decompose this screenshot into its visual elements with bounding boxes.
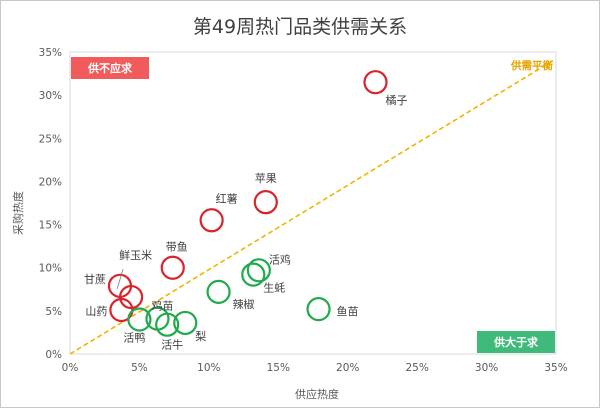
- y-tick-label: 30%: [39, 90, 62, 102]
- chart-title: 第49周热门品类供需关系: [192, 16, 408, 38]
- data-point-oversupply: [206, 279, 231, 304]
- quadrant-label: 供大于求: [493, 335, 539, 349]
- balance-line: [69, 59, 555, 355]
- data-point-oversupply: [241, 262, 266, 287]
- x-tick-label: 15%: [267, 362, 290, 374]
- x-tick-label: 0%: [62, 362, 79, 374]
- data-point-oversupply: [173, 310, 198, 336]
- x-tick-label: 20%: [336, 362, 359, 374]
- quadrant-label: 供不应求: [87, 61, 133, 75]
- y-tick-label: 5%: [45, 306, 62, 318]
- point-label: 带鱼: [166, 240, 188, 254]
- point-label: 红薯: [216, 192, 238, 205]
- point-label: 苹果: [255, 171, 277, 185]
- y-tick-label: 25%: [39, 133, 62, 145]
- point-label: 活鸭: [123, 331, 145, 344]
- x-tick-label: 30%: [475, 362, 498, 374]
- data-point-supply-short: [253, 190, 278, 215]
- x-axis-title: 供应热度: [295, 387, 339, 401]
- point-label: 山药: [85, 305, 107, 318]
- point-label: 鸡苗: [151, 299, 173, 313]
- plot-area: [69, 51, 557, 355]
- data-point-oversupply: [306, 297, 331, 322]
- point-label: 活鸡: [269, 252, 291, 266]
- point-label: 橘子: [385, 94, 407, 107]
- point-label: 辣椒: [233, 297, 255, 311]
- point-label: 梨: [195, 329, 206, 343]
- data-point-supply-short: [363, 70, 388, 95]
- x-tick-label: 10%: [197, 362, 220, 374]
- x-tick-label: 25%: [405, 362, 428, 374]
- y-tick-label: 15%: [39, 220, 62, 232]
- quadrant-label-box: [477, 331, 555, 353]
- x-tick-label: 5%: [131, 362, 148, 374]
- balance-line-label: 供需平衡: [510, 59, 553, 72]
- x-tick-label: 35%: [544, 362, 567, 374]
- data-point-oversupply: [246, 258, 271, 283]
- data-point-oversupply: [127, 307, 152, 332]
- y-tick-label: 10%: [39, 263, 62, 275]
- point-label: 甘蔗: [84, 273, 106, 286]
- data-point-oversupply: [155, 312, 180, 337]
- point-label: 生蚝: [263, 281, 285, 295]
- y-tick-label: 20%: [39, 176, 62, 188]
- data-point-supply-short: [160, 255, 185, 280]
- label-leader-line: [116, 268, 124, 290]
- data-point-supply-short: [199, 208, 224, 233]
- y-tick-label: 35%: [39, 47, 62, 59]
- point-label: 鲜玉米: [119, 248, 152, 262]
- point-label: 鱼苗: [337, 304, 359, 318]
- y-tick-label: 0%: [45, 349, 62, 361]
- quadrant-label-box: [71, 57, 149, 79]
- point-label: 活牛: [161, 338, 183, 352]
- y-axis-title: 采购热度: [11, 191, 25, 235]
- data-point-supply-short: [107, 273, 133, 298]
